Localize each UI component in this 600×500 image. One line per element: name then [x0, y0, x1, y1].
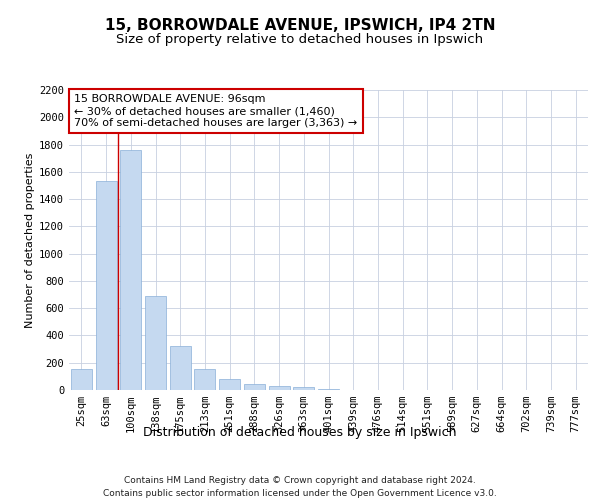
Bar [194, 369, 215, 390]
Bar [71, 369, 92, 390]
Text: Distribution of detached houses by size in Ipswich: Distribution of detached houses by size … [143, 426, 457, 439]
Text: 15, BORROWDALE AVENUE, IPSWICH, IP4 2TN: 15, BORROWDALE AVENUE, IPSWICH, IP4 2TN [105, 18, 495, 32]
Text: Size of property relative to detached houses in Ipswich: Size of property relative to detached ho… [116, 32, 484, 46]
Y-axis label: Number of detached properties: Number of detached properties [25, 152, 35, 328]
Bar [170, 346, 191, 390]
Bar [219, 379, 240, 390]
Bar [293, 388, 314, 390]
Text: Contains HM Land Registry data © Crown copyright and database right 2024.
Contai: Contains HM Land Registry data © Crown c… [103, 476, 497, 498]
Bar [145, 296, 166, 390]
Bar [269, 386, 290, 390]
Bar [318, 388, 339, 390]
Bar [95, 182, 116, 390]
Bar [244, 384, 265, 390]
Bar [120, 150, 141, 390]
Text: 15 BORROWDALE AVENUE: 96sqm
← 30% of detached houses are smaller (1,460)
70% of : 15 BORROWDALE AVENUE: 96sqm ← 30% of det… [74, 94, 358, 128]
